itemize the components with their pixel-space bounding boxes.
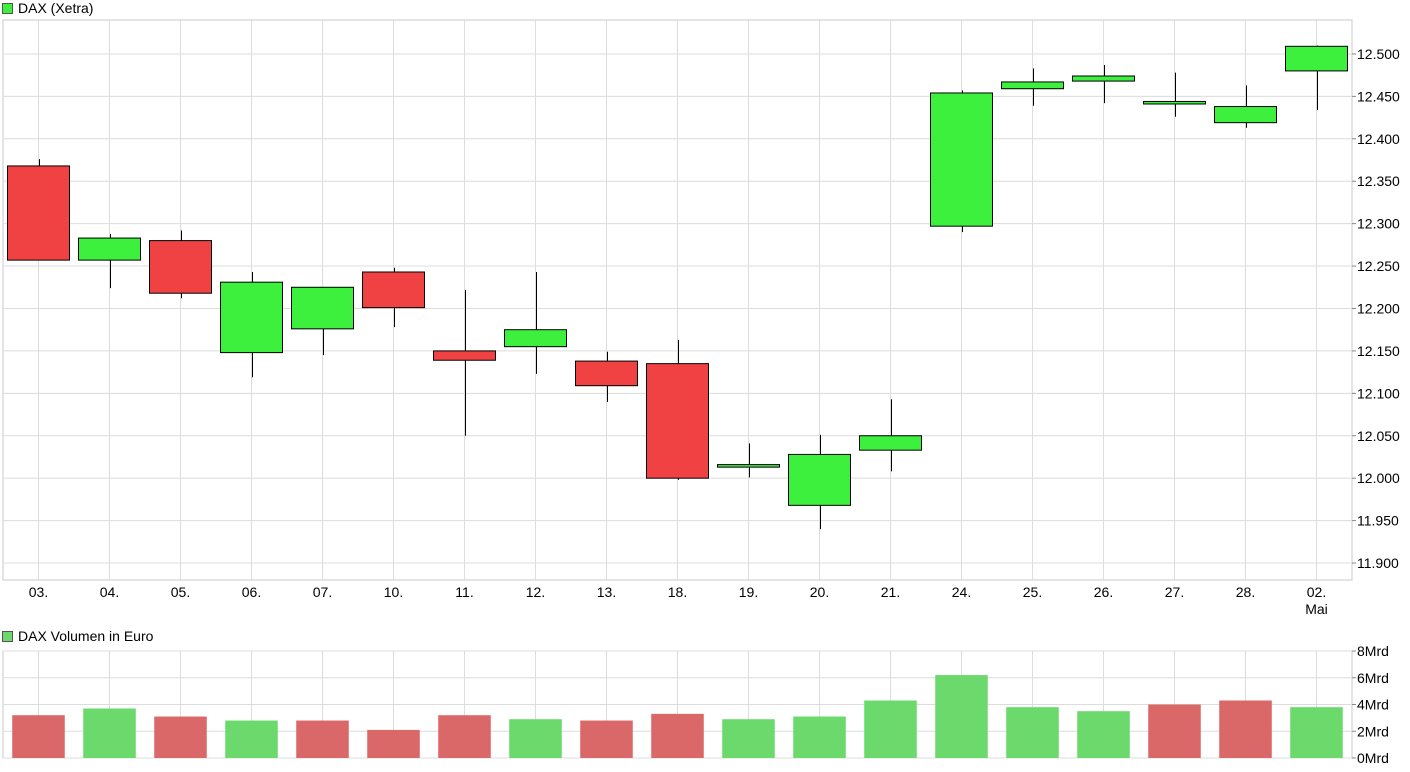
price-x-tick-label: 20. [810, 584, 829, 600]
volume-bar [438, 715, 491, 758]
volume-bar [367, 729, 420, 758]
volume-bar [935, 675, 988, 758]
price-y-tick-label: 12.050 [1357, 428, 1400, 444]
volume-bar [12, 715, 65, 758]
price-x-tick-label: 10. [384, 584, 403, 600]
price-y-tick-label: 12.000 [1357, 470, 1400, 486]
candle-body [1285, 45, 1348, 72]
volume-bar [1006, 707, 1059, 758]
candle-body [433, 350, 496, 361]
volume-y-tick-label: 2Mrd [1357, 723, 1389, 739]
volume-bar [793, 716, 846, 758]
price-y-tick-label: 11.950 [1357, 513, 1399, 529]
volume-bar [1148, 704, 1201, 758]
volume-bar [722, 719, 775, 758]
candle-body [930, 92, 993, 227]
volume-bar [1290, 707, 1343, 758]
price-chart-title: DAX (Xetra) [2, 0, 93, 16]
price-y-tick-label: 12.250 [1357, 258, 1400, 274]
price-y-tick-label: 12.150 [1357, 343, 1400, 359]
price-x-tick-label: 04. [100, 584, 119, 600]
price-x-tick-label: 19. [739, 584, 758, 600]
volume-chart-title-text: DAX Volumen in Euro [18, 628, 154, 644]
candle-body [1143, 100, 1206, 105]
price-x-tick-label: 18. [668, 584, 687, 600]
candle-body [362, 271, 425, 309]
price-x-tick-label: 28. [1236, 584, 1255, 600]
price-x-tick-label: 21. [881, 584, 900, 600]
price-y-tick-label: 12.300 [1357, 216, 1400, 232]
candle-body [575, 360, 638, 387]
candle-body [1214, 106, 1277, 124]
volume-chart-title: DAX Volumen in Euro [2, 628, 153, 644]
price-x-tick-label: 25. [1023, 584, 1042, 600]
price-x-tick-label: 27. [1165, 584, 1184, 600]
price-y-tick-label: 12.350 [1357, 173, 1400, 189]
price-legend-swatch [2, 2, 13, 14]
candle-body [1001, 81, 1064, 90]
candle-body [1072, 75, 1135, 82]
price-x-tick-label: 03. [29, 584, 48, 600]
price-x-tick-label: 06. [242, 584, 261, 600]
price-candlestick-chart: 11.90011.95012.00012.05012.10012.15012.2… [2, 19, 1400, 617]
candle-body [788, 453, 851, 506]
candle-body [646, 363, 709, 479]
price-y-tick-label: 12.100 [1357, 385, 1400, 401]
candle-body [149, 240, 212, 294]
price-y-tick-label: 12.400 [1357, 131, 1400, 147]
volume-y-tick-label: 0Mrd [1357, 750, 1389, 766]
price-x-tick-label: 13. [597, 584, 616, 600]
price-y-tick-label: 12.450 [1357, 88, 1400, 104]
price-y-tick-label: 12.500 [1357, 46, 1400, 62]
volume-bar [154, 716, 207, 758]
candle-body [7, 165, 70, 261]
volume-bar [83, 708, 136, 758]
price-x-tick-label: 12. [526, 584, 545, 600]
price-chart-title-text: DAX (Xetra) [18, 0, 94, 16]
volume-y-tick-label: 6Mrd [1357, 670, 1389, 686]
volume-bar [509, 719, 562, 758]
volume-legend-swatch [2, 630, 13, 642]
volume-bar [864, 700, 917, 758]
volume-y-tick-label: 8Mrd [1357, 643, 1389, 659]
volume-bar [1219, 700, 1272, 758]
volume-bar [580, 720, 633, 758]
price-x-tick-label: 07. [313, 584, 332, 600]
price-x-tick-label: 11. [455, 584, 473, 600]
price-x-tick-label: 05. [171, 584, 190, 600]
price-y-tick-label: 11.900 [1357, 555, 1399, 571]
candle-body [717, 464, 780, 468]
price-x-tick-label: 24. [952, 584, 971, 600]
candle-body [504, 329, 567, 348]
price-x-tick-label: 02. [1307, 584, 1326, 600]
volume-bar [1077, 711, 1130, 758]
price-x-tick-label: 26. [1094, 584, 1113, 600]
volume-bar [651, 713, 704, 758]
candle-body [220, 281, 283, 354]
price-y-tick-label: 12.200 [1357, 300, 1400, 316]
volume-bar [225, 720, 278, 758]
candle-body [859, 435, 922, 451]
candle-body [291, 286, 354, 330]
volume-bar [296, 720, 349, 758]
candle-body [78, 237, 141, 261]
volume-y-tick-label: 4Mrd [1357, 697, 1389, 713]
price-x-tick-sublabel: Mai [1305, 601, 1328, 617]
